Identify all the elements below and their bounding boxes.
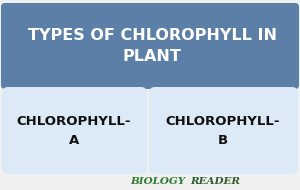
Text: BIOLOGY: BIOLOGY <box>130 177 185 185</box>
Text: READER: READER <box>190 177 240 185</box>
FancyBboxPatch shape <box>2 87 147 174</box>
FancyBboxPatch shape <box>1 3 299 89</box>
Text: CHLOROPHYLL-
A: CHLOROPHYLL- A <box>17 115 131 147</box>
Text: CHLOROPHYLL-
B: CHLOROPHYLL- B <box>166 115 280 147</box>
FancyBboxPatch shape <box>149 87 298 174</box>
Text: TYPES OF CHLOROPHYLL IN
PLANT: TYPES OF CHLOROPHYLL IN PLANT <box>28 28 277 64</box>
